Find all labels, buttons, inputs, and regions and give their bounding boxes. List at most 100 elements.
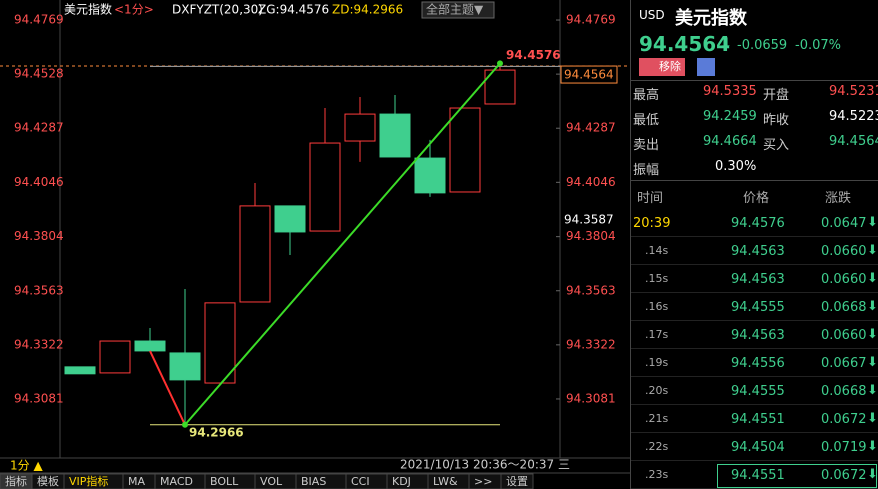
tick-change: 0.0660 [821, 244, 867, 259]
theme-label[interactable]: 全部主题▼ [426, 2, 484, 17]
y-tick-label-right: 94.3081 [566, 391, 616, 405]
tick-arrow: ⬇ [867, 299, 878, 314]
cursor-price-label: 94.3587 [564, 213, 614, 227]
tab-label[interactable]: LW& [433, 475, 458, 488]
tick-time: .22s [645, 440, 669, 453]
chart-bg [0, 0, 630, 489]
change: -0.0659 [737, 38, 788, 53]
symbol-name: 美元指数 [675, 8, 747, 29]
tab-label[interactable]: VOL [260, 475, 283, 488]
tab-label[interactable]: 模板 [37, 474, 59, 488]
tick-arrow: ⬇ [867, 439, 878, 454]
tick-arrow: ⬇ [867, 383, 878, 398]
candle-body [274, 205, 306, 233]
tab-label[interactable]: >> [474, 475, 492, 488]
zg: ZG:94.4576 [258, 3, 329, 17]
low-label: 94.2966 [189, 425, 244, 439]
stat-label: 最低 [633, 113, 660, 128]
candle-body [379, 113, 411, 158]
candle-body [414, 157, 446, 194]
arrow: ⬇ [719, 34, 733, 53]
zd: ZD:94.2966 [332, 3, 403, 17]
stat-label: 昨收 [763, 113, 790, 128]
tab-label[interactable]: VIP指标 [69, 474, 108, 488]
row-divider [631, 404, 878, 405]
stat-label: 买入 [763, 138, 790, 153]
last-price-label: 94.4564 [564, 68, 614, 82]
tab[interactable] [500, 473, 534, 489]
last-price-box [560, 65, 618, 84]
stat-label: 卖出 [633, 138, 660, 153]
candle-body [309, 142, 341, 232]
tab-label[interactable]: KDJ [392, 475, 411, 488]
period[interactable]: <1分> [114, 3, 154, 17]
tab-label[interactable]: 设置 [506, 475, 528, 488]
candle-body [344, 113, 376, 142]
tick-change: 0.0672 [821, 412, 867, 427]
tick-price: 94.4551 [731, 412, 785, 427]
tick-price: 94.4563 [731, 328, 785, 343]
row-divider [631, 236, 878, 237]
row-divider [631, 264, 878, 265]
tick-change: 0.0719 [821, 440, 867, 455]
stat-value: 94.5335 [703, 84, 757, 99]
y-tick-label-right: 94.3563 [566, 283, 616, 297]
divider [631, 80, 878, 81]
tab-label[interactable]: CCI [351, 475, 370, 488]
tick-time: .19s [645, 356, 669, 369]
alert-button[interactable] [697, 58, 715, 76]
tick-change: 0.0660 [821, 272, 867, 287]
chart: 美元指数 <1分> DXFYZT(20,30) ZG:94.4576 ZD:94… [0, 0, 630, 489]
y-tick-label: 94.4046 [14, 175, 64, 189]
row-highlight [717, 464, 877, 488]
row-divider [631, 292, 878, 293]
candle-body [169, 352, 201, 381]
stat-value: 94.2459 [703, 109, 757, 124]
theme-button[interactable] [421, 1, 495, 19]
tick-time: .15s [645, 272, 669, 285]
tick-arrow: ⬇ [867, 271, 878, 286]
row-divider [631, 348, 878, 349]
y-tick-label: 94.4528 [14, 67, 64, 81]
tick-arrow: ⬇ [867, 467, 878, 482]
divider [631, 180, 878, 181]
y-tick-label: 94.3081 [14, 391, 64, 405]
y-tick-label: 94.4769 [14, 13, 64, 27]
tick-time: .14s [645, 244, 669, 257]
change-pct: -0.07% [795, 38, 841, 53]
tick-price: 94.4555 [731, 384, 785, 399]
tab-label[interactable]: BIAS [301, 475, 326, 488]
tick-arrow: ⬇ [867, 215, 878, 230]
tick-change: 0.0660 [821, 328, 867, 343]
y-tick-label: 94.3563 [14, 283, 64, 297]
stat-label: 最高 [633, 88, 660, 103]
tab-label[interactable]: MACD [160, 475, 193, 488]
time-range: 2021/10/13 20:36～20:37 三 [400, 458, 570, 472]
candle-body [64, 366, 96, 375]
tick-change: 0.0647 [821, 216, 867, 231]
tick-arrow: ⬇ [867, 355, 878, 370]
price: 94.4564 [639, 32, 731, 56]
row-divider [631, 376, 878, 377]
y-tick-label-right: 94.4046 [566, 175, 616, 189]
table-header: 价格 [743, 191, 770, 206]
tab-label[interactable]: 指标 [5, 474, 27, 488]
tick-price: 94.4555 [731, 300, 785, 315]
tick-time: .23s [645, 468, 669, 481]
tab-label[interactable]: BOLL [210, 475, 239, 488]
period-button[interactable]: 1分 ▲ [10, 459, 43, 473]
tab-label[interactable]: MA [128, 475, 145, 488]
tick-price: 94.4504 [731, 440, 785, 455]
tick-change: 0.0668 [821, 384, 867, 399]
tick-price: 94.4576 [731, 216, 785, 231]
stat-value: 0.30% [715, 159, 757, 174]
trend-in [149, 350, 186, 426]
remove-button[interactable]: 移除 [639, 58, 685, 76]
stat-value: 94.5231 [829, 84, 878, 99]
high-label: 94.4576 [506, 48, 561, 62]
candle-body [99, 340, 131, 374]
tick-time: .21s [645, 412, 669, 425]
tick-time: .16s [645, 300, 669, 313]
title: 美元指数 [64, 2, 112, 17]
tick-time: .17s [645, 328, 669, 341]
